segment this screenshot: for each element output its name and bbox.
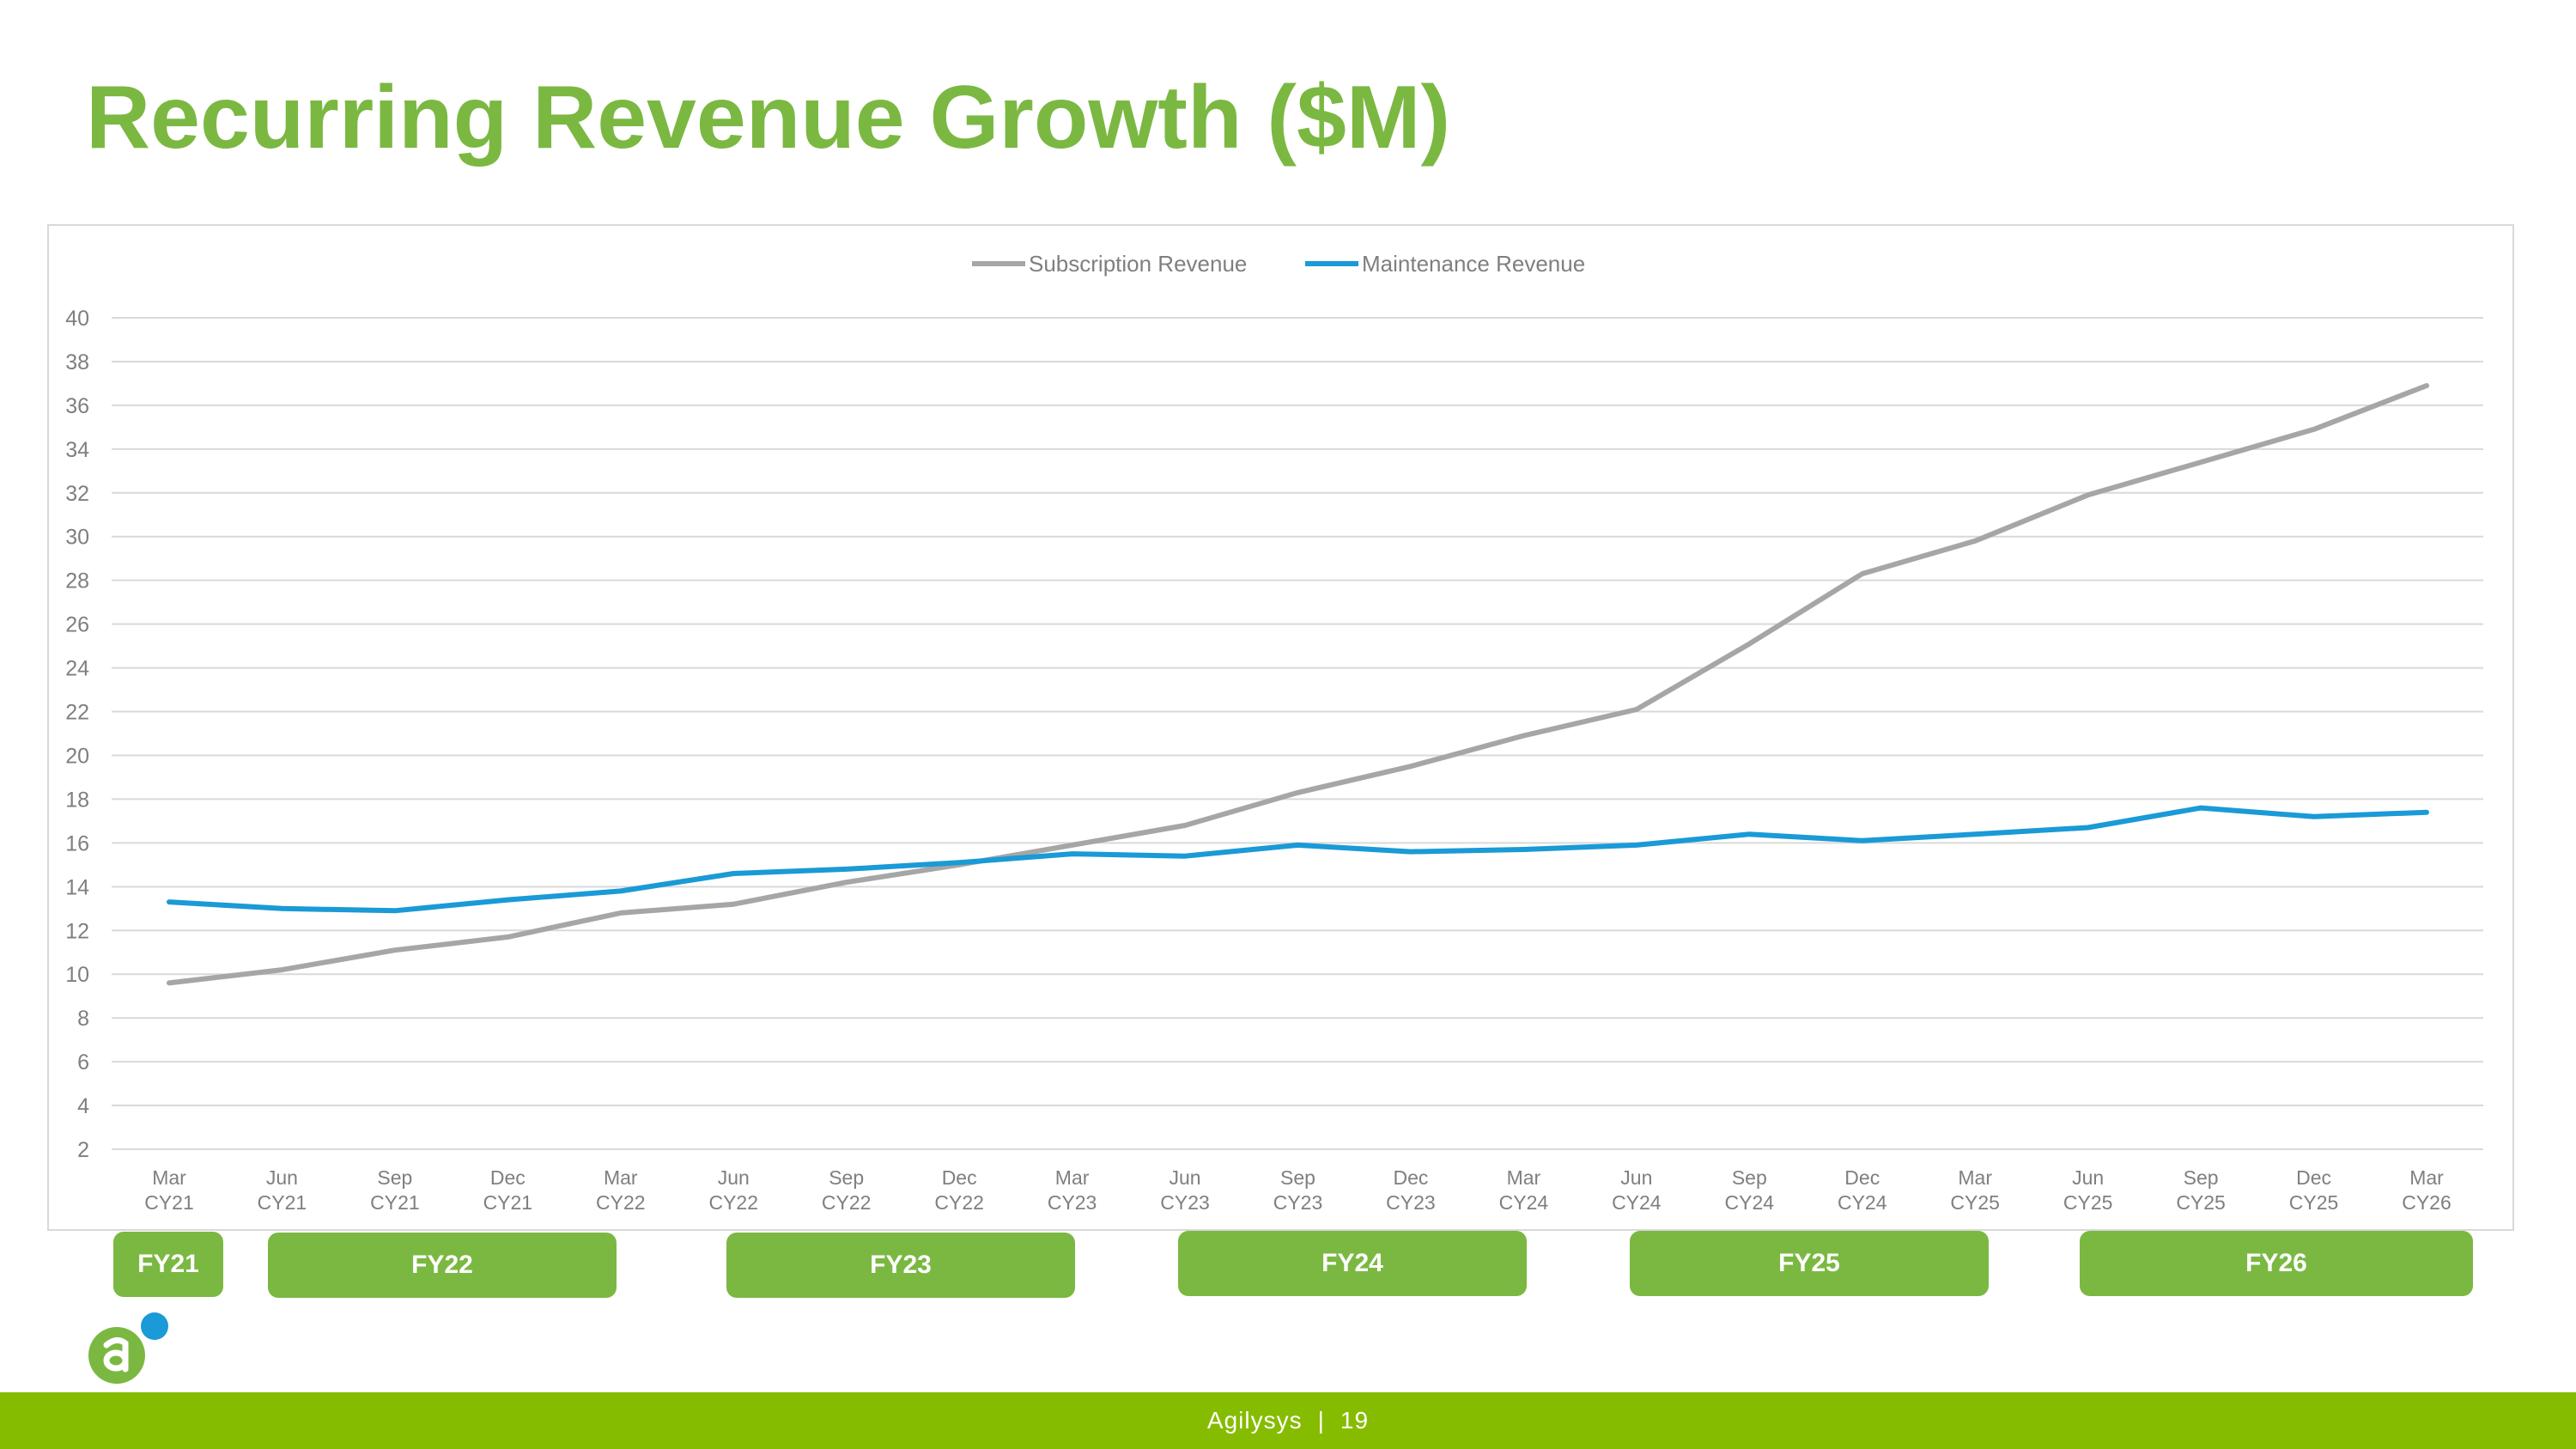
x-tick-label-year: CY21	[483, 1191, 533, 1214]
x-tick-label-year: CY26	[2402, 1191, 2451, 1214]
x-tick-label-year: CY24	[1612, 1191, 1662, 1214]
x-tick-label-month: Sep	[377, 1166, 412, 1189]
fy-label-fy25: FY25	[1630, 1231, 1989, 1296]
x-tick-label-year: CY23	[1386, 1191, 1436, 1214]
y-tick-label: 6	[77, 1050, 89, 1075]
x-tick-label-year: CY21	[144, 1191, 194, 1214]
x-tick-label-year: CY23	[1160, 1191, 1210, 1214]
y-tick-label: 24	[65, 657, 89, 681]
y-tick-label: 34	[65, 438, 89, 462]
y-tick-label: 40	[65, 307, 89, 331]
revenue-line-chart: 246810121416182022242628303234363840MarC…	[65, 251, 2483, 1214]
x-tick-label-month: Jun	[1170, 1166, 1201, 1189]
x-tick-label-month: Sep	[1732, 1166, 1767, 1189]
x-tick-label-month: Mar	[2409, 1166, 2444, 1189]
x-tick-label-month: Dec	[2296, 1166, 2331, 1189]
x-tick-label-month: Mar	[1958, 1166, 1992, 1189]
x-tick-label-year: CY22	[822, 1191, 872, 1214]
y-tick-label: 12	[65, 919, 89, 943]
maintenance-revenue-line	[167, 805, 2429, 914]
agilysys-logo	[88, 1312, 168, 1384]
x-tick-label-month: Sep	[2184, 1166, 2219, 1189]
fy-label-fy23: FY23	[726, 1233, 1075, 1298]
y-tick-label: 22	[65, 701, 89, 725]
y-tick-label: 2	[77, 1138, 89, 1162]
y-tick-label: 20	[65, 744, 89, 768]
subscription-revenue-line	[167, 383, 2429, 986]
x-tick-label-year: CY23	[1273, 1191, 1323, 1214]
y-tick-label: 16	[65, 831, 89, 855]
y-tick-label: 30	[65, 526, 89, 550]
legend-label-maintenance: Maintenance Revenue	[1362, 251, 1585, 277]
y-tick-label: 4	[77, 1094, 89, 1118]
x-tick-label-year: CY22	[708, 1191, 758, 1214]
page-title: Recurring Revenue Growth ($M)	[86, 68, 1451, 167]
fy-label-fy21: FY21	[113, 1232, 223, 1297]
legend-label-subscription: Subscription Revenue	[1029, 251, 1247, 277]
x-tick-label-month: Mar	[1507, 1166, 1541, 1189]
x-tick-label-month: Sep	[1280, 1166, 1315, 1189]
x-tick-label-month: Mar	[1055, 1166, 1090, 1189]
fy-label-fy26: FY26	[2080, 1231, 2473, 1296]
x-tick-label-year: CY22	[934, 1191, 984, 1214]
fy-label-fy22: FY22	[268, 1233, 617, 1298]
y-tick-label: 8	[77, 1007, 89, 1031]
x-tick-label-year: CY25	[2063, 1191, 2113, 1214]
x-tick-label-month: Mar	[152, 1166, 186, 1189]
footer-page-number: 19	[1340, 1407, 1370, 1434]
y-tick-label: 28	[65, 569, 89, 594]
x-tick-label-year: CY25	[1950, 1191, 2000, 1214]
x-tick-label-month: Jun	[1620, 1166, 1652, 1189]
x-tick-label-year: CY25	[2289, 1191, 2339, 1214]
footer-bar: Agilysys | 19	[0, 1392, 2576, 1449]
x-tick-label-month: Jun	[2072, 1166, 2104, 1189]
x-tick-label-month: Dec	[1393, 1166, 1428, 1189]
y-tick-label: 18	[65, 788, 89, 812]
y-tick-label: 32	[65, 482, 89, 506]
x-tick-label-year: CY22	[596, 1191, 646, 1214]
footer-company: Agilysys	[1206, 1407, 1303, 1434]
chart-frame	[47, 224, 2514, 1231]
y-tick-label: 26	[65, 613, 89, 637]
x-tick-label-year: CY24	[1838, 1191, 1887, 1214]
y-tick-label: 38	[65, 350, 89, 374]
x-tick-label-year: CY23	[1048, 1191, 1097, 1214]
x-tick-label-month: Jun	[266, 1166, 298, 1189]
x-tick-label-month: Mar	[604, 1166, 638, 1189]
y-tick-label: 14	[65, 875, 89, 899]
fy-label-fy24: FY24	[1178, 1231, 1527, 1296]
x-tick-label-year: CY24	[1499, 1191, 1549, 1214]
y-tick-label: 36	[65, 394, 89, 418]
x-tick-label-year: CY21	[258, 1191, 307, 1214]
x-tick-label-month: Dec	[1844, 1166, 1880, 1189]
x-tick-label-year: CY25	[2176, 1191, 2226, 1214]
x-tick-label-month: Dec	[490, 1166, 526, 1189]
x-tick-label-month: Dec	[942, 1166, 977, 1189]
footer-separator: |	[1317, 1407, 1325, 1434]
x-tick-label-month: Jun	[718, 1166, 750, 1189]
x-tick-label-month: Sep	[829, 1166, 864, 1189]
x-tick-label-year: CY24	[1725, 1191, 1775, 1214]
y-tick-label: 10	[65, 963, 89, 987]
x-tick-label-year: CY21	[370, 1191, 420, 1214]
